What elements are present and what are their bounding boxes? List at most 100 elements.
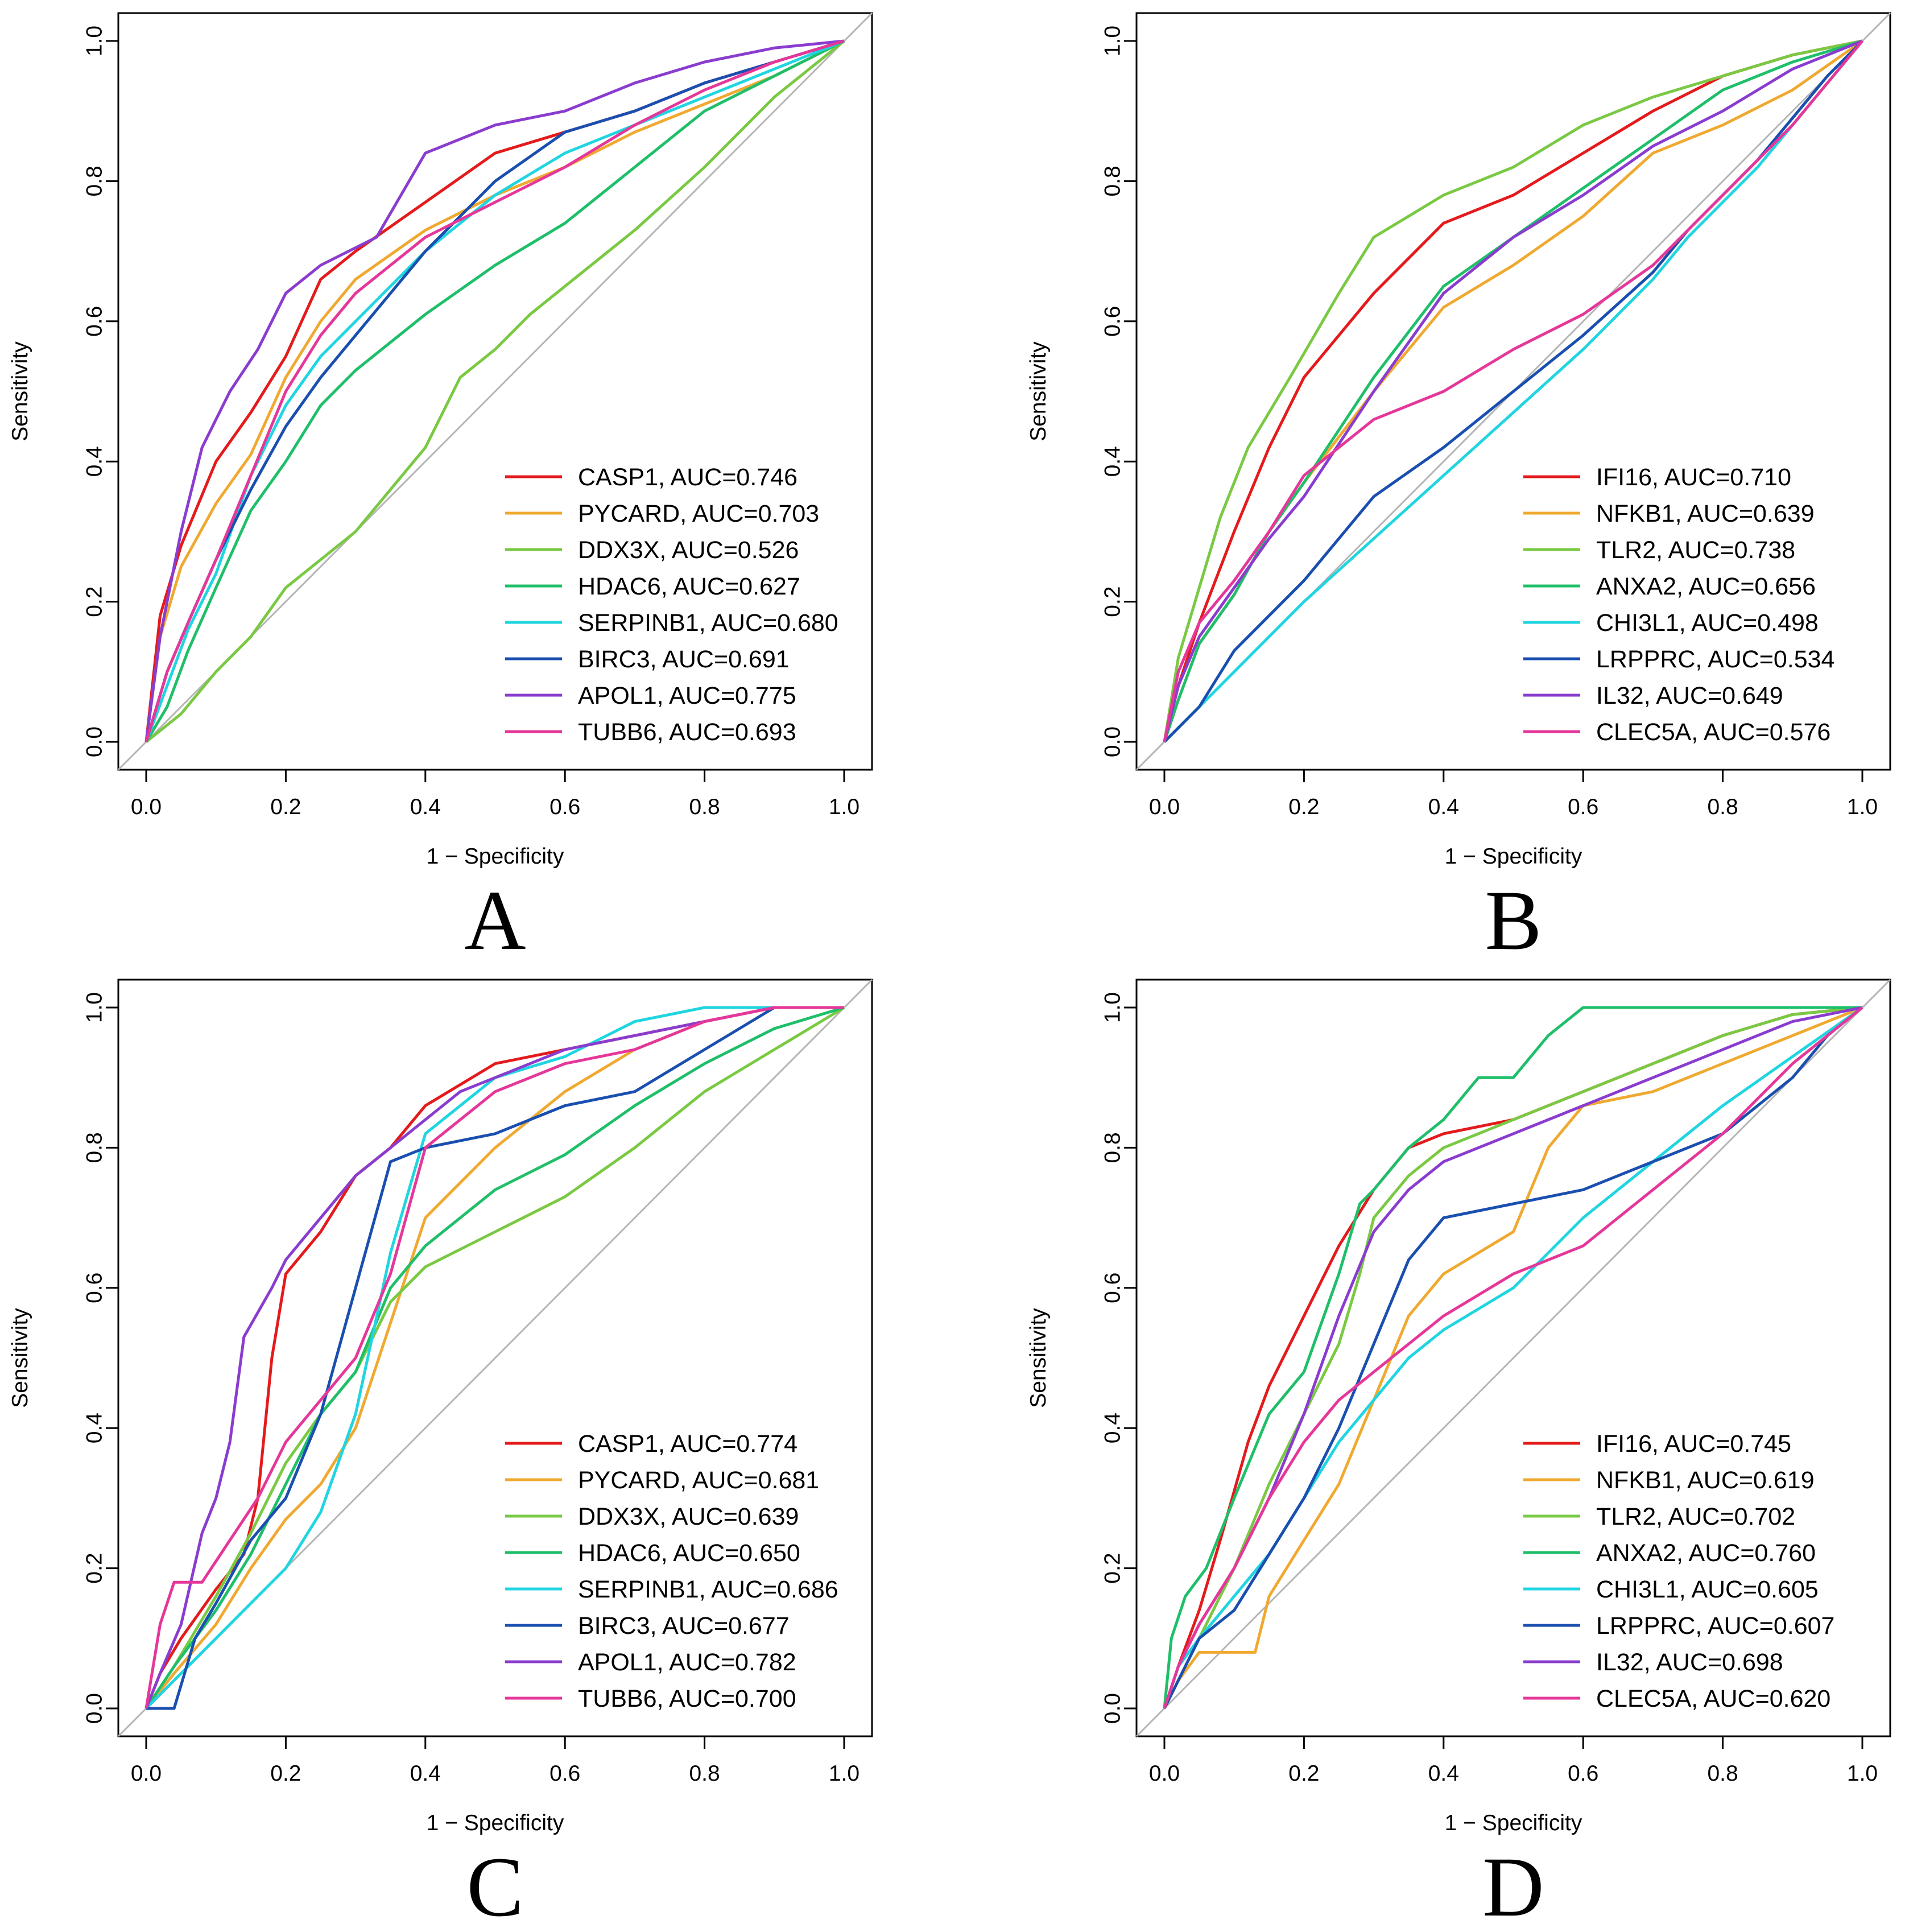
legend: IFI16, AUC=0.745 NFKB1, AUC=0.619 TLR2, AU…: [1523, 1430, 1834, 1712]
legend-entry: CASP1, AUC=0.746: [578, 464, 797, 491]
y-tick-label: 0.4: [82, 1413, 106, 1443]
x-tick-label: 1.0: [1847, 795, 1878, 819]
y-tick-label: 0.8: [82, 1132, 106, 1163]
legend-entry: ANXA2, AUC=0.656: [1596, 573, 1816, 600]
y-tick-label: 0.6: [82, 306, 106, 337]
panel-label: B: [1485, 873, 1542, 968]
legend-entry: CHI3L1, AUC=0.498: [1596, 609, 1819, 637]
roc-curve-2: [1163, 1006, 1863, 1710]
roc-curve-3: [144, 1006, 845, 1710]
y-tick-label: 0.8: [1100, 1132, 1125, 1163]
roc-curve-6: [1163, 1006, 1863, 1710]
y-tick-label: 0.6: [82, 1273, 106, 1303]
y-tick-label: 0.0: [1100, 726, 1125, 757]
legend-entry: NFKB1, AUC=0.639: [1596, 500, 1815, 527]
legend-entry: CHI3L1, AUC=0.605: [1596, 1576, 1819, 1603]
y-tick-label: 0.8: [82, 166, 106, 196]
roc-curve-5: [145, 1006, 844, 1710]
legend: CASP1, AUC=0.746 PYCARD, AUC=0.703 DDX3X, …: [505, 464, 838, 746]
roc-curve-6: [1163, 40, 1863, 743]
y-tick-label: 0.0: [1100, 1693, 1125, 1724]
x-tick-label: 1.0: [829, 1761, 859, 1786]
x-axis-label: 1 − Specificity: [427, 844, 564, 869]
panel-label: C: [466, 1840, 523, 1932]
roc-panel-a: 0.0 0.2 0.4 0.6 0.8 1.0 0.0 0.2 0.4 0.6 0.8 1.0 1 − …: [8, 12, 873, 968]
legend-entry: PYCARD, AUC=0.681: [578, 1467, 819, 1494]
legend-entry: TUBB6, AUC=0.700: [578, 1685, 796, 1712]
roc-curve-8: [1163, 40, 1863, 742]
x-tick-label: 0.6: [549, 795, 580, 819]
y-axis-label: Sensitivity: [8, 1308, 32, 1408]
legend-entry: IL32, AUC=0.698: [1596, 1649, 1783, 1676]
legend-entry: HDAC6, AUC=0.650: [578, 1539, 800, 1567]
legend-entry: CASP1, AUC=0.774: [578, 1430, 797, 1458]
y-tick-label: 0.2: [1100, 586, 1125, 617]
y-tick-label: 0.4: [82, 446, 106, 477]
y-tick-label: 0.4: [1100, 1413, 1125, 1443]
y-axis-label: Sensitivity: [1026, 1308, 1051, 1408]
x-axis-label: 1 − Specificity: [1445, 844, 1582, 869]
y-tick-label: 0.6: [1100, 1273, 1125, 1303]
roc-curve-7: [144, 39, 845, 742]
legend-entry: TLR2, AUC=0.702: [1596, 1503, 1795, 1530]
legend-entry: CLEC5A, AUC=0.620: [1596, 1685, 1830, 1712]
x-tick-label: 0.0: [1149, 1761, 1180, 1786]
legend-entry: IFI16, AUC=0.710: [1596, 464, 1791, 491]
legend-entry: DDX3X, AUC=0.639: [578, 1503, 799, 1530]
legend-entry: TUBB6, AUC=0.693: [578, 719, 796, 746]
y-tick-label: 0.6: [1100, 306, 1125, 337]
plot-frame: [1135, 12, 1891, 771]
legend: CASP1, AUC=0.774 PYCARD, AUC=0.681 DDX3X, …: [505, 1430, 838, 1712]
panel-label: D: [1482, 1840, 1544, 1932]
roc-curve-5: [1163, 40, 1863, 743]
roc-curve-5: [1163, 1006, 1863, 1709]
y-axis-label: Sensitivity: [8, 341, 32, 441]
x-tick-label: 1.0: [829, 795, 859, 819]
legend-entry: HDAC6, AUC=0.627: [578, 573, 800, 600]
y-tick-label: 0.2: [1100, 1553, 1125, 1583]
legend-entry: APOL1, AUC=0.775: [578, 682, 796, 709]
y-tick-label: 0.4: [1100, 446, 1125, 477]
plot-frame: [117, 979, 873, 1737]
x-tick-label: 0.2: [270, 1761, 301, 1786]
legend-entry: DDX3X, AUC=0.526: [578, 536, 799, 564]
x-tick-label: 0.4: [410, 1761, 441, 1786]
legend-entry: PYCARD, AUC=0.703: [578, 500, 819, 527]
x-axis-label: 1 − Specificity: [427, 1811, 564, 1835]
plot-frame: [117, 12, 873, 771]
y-tick-label: 1.0: [1100, 26, 1125, 56]
roc-curve-4: [144, 39, 845, 743]
roc-curve-8: [144, 39, 845, 742]
x-tick-label: 0.4: [1428, 1761, 1459, 1786]
x-tick-label: 0.8: [1707, 1761, 1738, 1786]
legend-entry: IL32, AUC=0.649: [1596, 682, 1783, 709]
x-tick-label: 0.4: [1428, 795, 1459, 819]
x-tick-label: 0.6: [1568, 795, 1598, 819]
roc-curve-3: [1163, 1006, 1863, 1710]
roc-curve-7: [144, 1006, 844, 1709]
x-tick-label: 0.2: [1288, 1761, 1319, 1786]
x-tick-label: 1.0: [1847, 1761, 1878, 1786]
x-tick-label: 0.8: [1707, 795, 1738, 819]
roc-curve-4: [1163, 1006, 1862, 1709]
roc-curve-1: [1163, 39, 1863, 742]
x-tick-label: 0.2: [270, 795, 301, 819]
legend-entry: BIRC3, AUC=0.691: [578, 646, 790, 673]
roc-curve-4: [144, 1006, 845, 1710]
legend-entry: SERPINB1, AUC=0.680: [578, 609, 838, 637]
x-tick-label: 0.0: [1149, 795, 1180, 819]
y-tick-label: 0.0: [82, 726, 106, 757]
roc-curve-5: [144, 39, 845, 742]
legend-entry: LRPPRC, AUC=0.534: [1596, 646, 1834, 673]
roc-curve-6: [146, 1006, 844, 1710]
legend-entry: IFI16, AUC=0.745: [1596, 1430, 1791, 1458]
legend-entry: LRPPRC, AUC=0.607: [1596, 1612, 1834, 1640]
roc-curve-3: [145, 40, 845, 743]
y-tick-label: 0.2: [82, 1553, 106, 1583]
roc-panel-d: 0.0 0.2 0.4 0.6 0.8 1.0 0.0 0.2 0.4 0.6 0.8 1.0 1 − …: [1026, 979, 1891, 1932]
legend-entry: ANXA2, AUC=0.760: [1596, 1539, 1816, 1567]
x-tick-label: 0.8: [689, 1761, 720, 1786]
roc-curve-7: [1163, 39, 1863, 742]
legend-entry: TLR2, AUC=0.738: [1596, 536, 1795, 564]
